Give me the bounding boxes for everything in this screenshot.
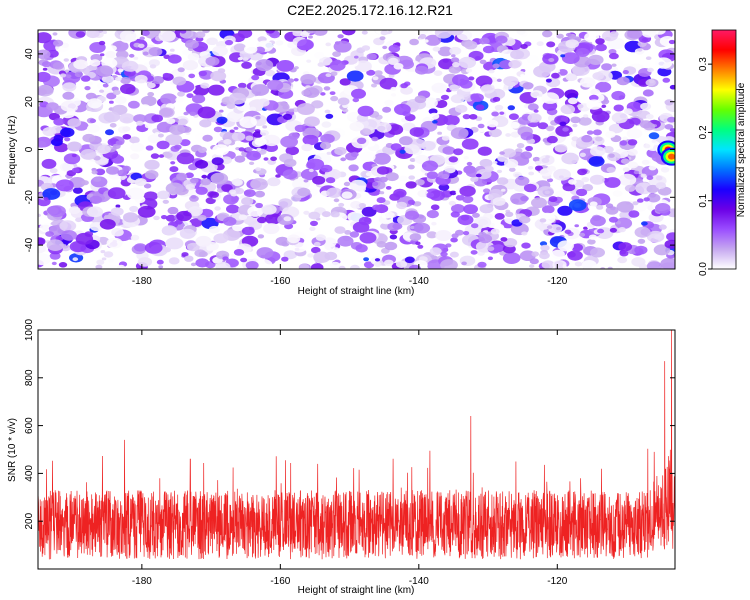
y-tick-label: 0 bbox=[24, 146, 35, 152]
y-tick-label: 20 bbox=[24, 96, 35, 108]
heatmap-hotspot bbox=[660, 147, 675, 166]
x-tick-label: -140 bbox=[409, 276, 429, 287]
snr-y-ticks: 200 400 600 800 1000 bbox=[24, 318, 675, 530]
snr-series-line bbox=[38, 330, 675, 560]
colorbar-label: Normalized spectral amplitude bbox=[736, 82, 747, 217]
snr-xlabel: Height of straight line (km) bbox=[298, 585, 415, 596]
x-tick-label: -180 bbox=[132, 576, 152, 587]
x-tick-label: -160 bbox=[270, 276, 290, 287]
heatmap-y-ticks: -40 -20 0 20 40 bbox=[24, 48, 675, 252]
heatmap-panel: -180 -160 -140 -120 -40 -20 0 20 40 Height of s… bbox=[7, 29, 676, 297]
y-tick-label: 600 bbox=[24, 417, 35, 434]
x-tick-label: -120 bbox=[547, 276, 567, 287]
snr-x-ticks: -180 -160 -140 -120 bbox=[132, 330, 568, 587]
x-tick-label: -120 bbox=[547, 576, 567, 587]
colorbar-tick-label: 0.3 bbox=[698, 57, 709, 71]
x-tick-label: -140 bbox=[409, 576, 429, 587]
snr-frame bbox=[37, 329, 676, 570]
colorbar-tick-label: 0.1 bbox=[698, 193, 709, 207]
snr-ylabel: SNR (10 * v/v) bbox=[7, 418, 18, 482]
y-tick-label: 400 bbox=[24, 465, 35, 482]
x-tick-label: -160 bbox=[270, 576, 290, 587]
y-tick-label: 200 bbox=[24, 512, 35, 529]
y-tick-label: 40 bbox=[24, 48, 35, 60]
colorbar-ticks: 0.0 0.1 0.2 0.3 bbox=[698, 57, 712, 276]
heatmap-x-ticks: -180 -160 -140 -120 bbox=[132, 30, 568, 287]
y-tick-label: 800 bbox=[24, 369, 35, 386]
snr-panel: -180 -160 -140 -120 200 400 600 800 1000 Height… bbox=[7, 318, 676, 596]
y-tick-label: 1000 bbox=[24, 318, 35, 341]
colorbar: 0.0 0.1 0.2 0.3 Normalized spectral amplitu… bbox=[698, 29, 747, 276]
heatmap-ylabel: Frequency (Hz) bbox=[7, 116, 18, 185]
y-tick-label: -40 bbox=[24, 237, 35, 252]
heatmap-xlabel: Height of straight line (km) bbox=[298, 286, 415, 297]
colorbar-tick-label: 0.2 bbox=[698, 125, 709, 139]
heatmap-field bbox=[38, 30, 675, 269]
colorbar-tick-label: 0.0 bbox=[698, 262, 709, 276]
y-tick-label: -20 bbox=[24, 190, 35, 205]
colorbar-gradient bbox=[711, 29, 737, 270]
x-tick-label: -180 bbox=[132, 276, 152, 287]
figure-title: C2E2.2025.172.16.12.R21 bbox=[287, 2, 453, 18]
